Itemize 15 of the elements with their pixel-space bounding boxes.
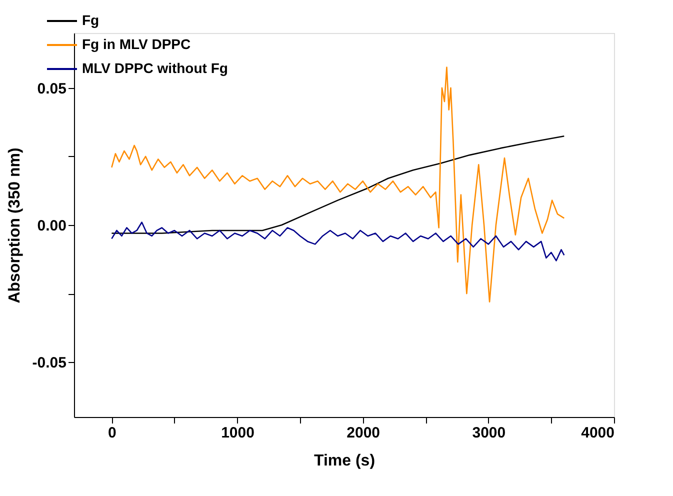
y-tick-label: 0.00	[37, 218, 66, 234]
x-tick-label: 4000	[581, 424, 614, 442]
legend-label: Fg	[82, 12, 100, 28]
x-tick-label: 0	[108, 424, 116, 442]
line-series	[111, 135, 565, 234]
x-tick-label: 1000	[221, 424, 254, 442]
legend-label: MLV DPPC without Fg	[82, 60, 228, 76]
legend-label: Fg in MLV DPPC	[82, 36, 191, 52]
x-axis-title: Time (s)	[314, 452, 376, 470]
y-tick-label: 0.05	[37, 80, 66, 98]
y-tick-label: -0.05	[32, 354, 66, 372]
x-tick-label: 2000	[346, 424, 380, 442]
line-series	[111, 222, 565, 262]
y-axis-title: Absorption (350 nm)	[6, 148, 24, 304]
x-tick-label: 3000	[472, 424, 506, 442]
